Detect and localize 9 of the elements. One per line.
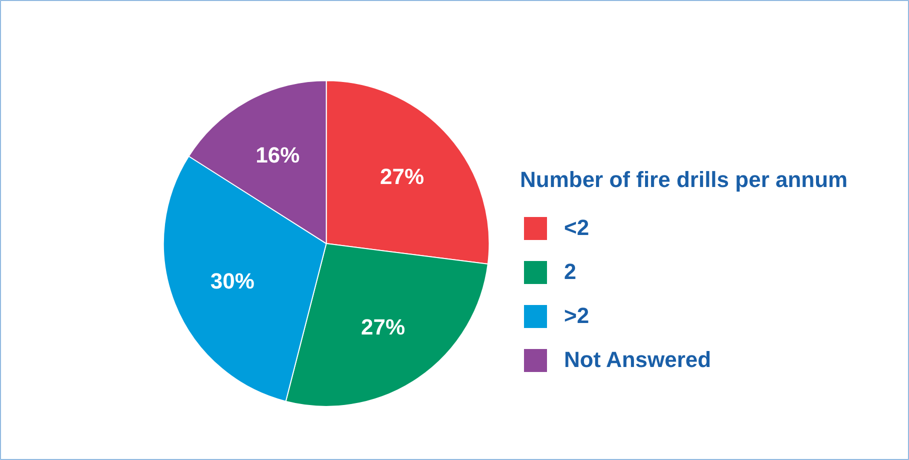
legend-title: Number of fire drills per annum [520,167,848,193]
legend-label: Not Answered [564,347,712,373]
data-label: 27% [361,314,406,340]
legend-label: <2 [564,215,590,241]
data-label: 30% [210,268,254,294]
legend-label: 2 [564,259,578,285]
data-label: 16% [256,142,300,168]
data-label: 27% [380,164,424,190]
legend-label: >2 [564,303,590,329]
